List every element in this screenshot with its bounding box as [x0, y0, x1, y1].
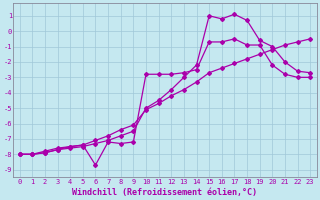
X-axis label: Windchill (Refroidissement éolien,°C): Windchill (Refroidissement éolien,°C)	[72, 188, 258, 197]
